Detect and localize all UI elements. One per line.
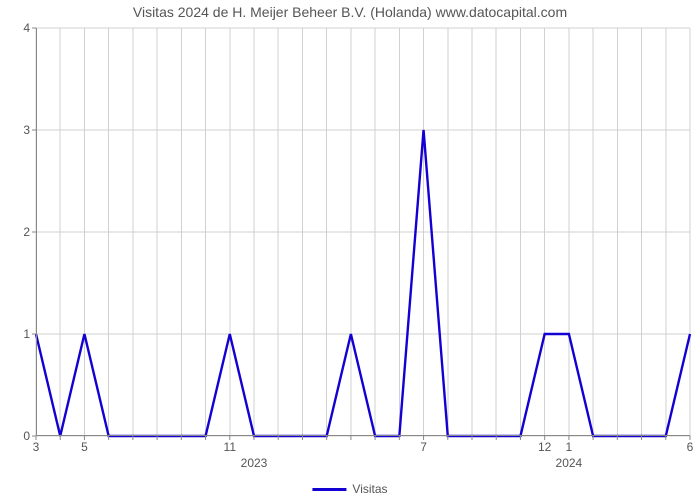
chart-svg xyxy=(36,28,690,436)
x-tick-label: 7 xyxy=(420,440,427,454)
y-tick-label: 0 xyxy=(23,429,30,443)
chart-title: Visitas 2024 de H. Meijer Beheer B.V. (H… xyxy=(0,4,700,20)
x-group-label: 2024 xyxy=(556,456,583,470)
legend-swatch xyxy=(312,488,346,491)
x-group-label: 2023 xyxy=(241,456,268,470)
x-tick-label: 1 xyxy=(566,440,573,454)
chart-container: Visitas 2024 de H. Meijer Beheer B.V. (H… xyxy=(0,0,700,500)
y-tick-label: 1 xyxy=(23,327,30,341)
x-tick-label: 3 xyxy=(33,440,40,454)
chart-plot-area: 0123435117121620232024 xyxy=(36,28,690,436)
x-tick-label: 5 xyxy=(81,440,88,454)
y-tick-label: 3 xyxy=(23,123,30,137)
x-tick-label: 12 xyxy=(538,440,551,454)
x-tick-label: 11 xyxy=(224,440,236,454)
y-tick-label: 4 xyxy=(23,21,30,35)
x-tick-label: 6 xyxy=(687,440,694,454)
y-tick-label: 2 xyxy=(23,225,30,239)
legend: Visitas xyxy=(312,482,387,496)
legend-label: Visitas xyxy=(352,482,387,496)
